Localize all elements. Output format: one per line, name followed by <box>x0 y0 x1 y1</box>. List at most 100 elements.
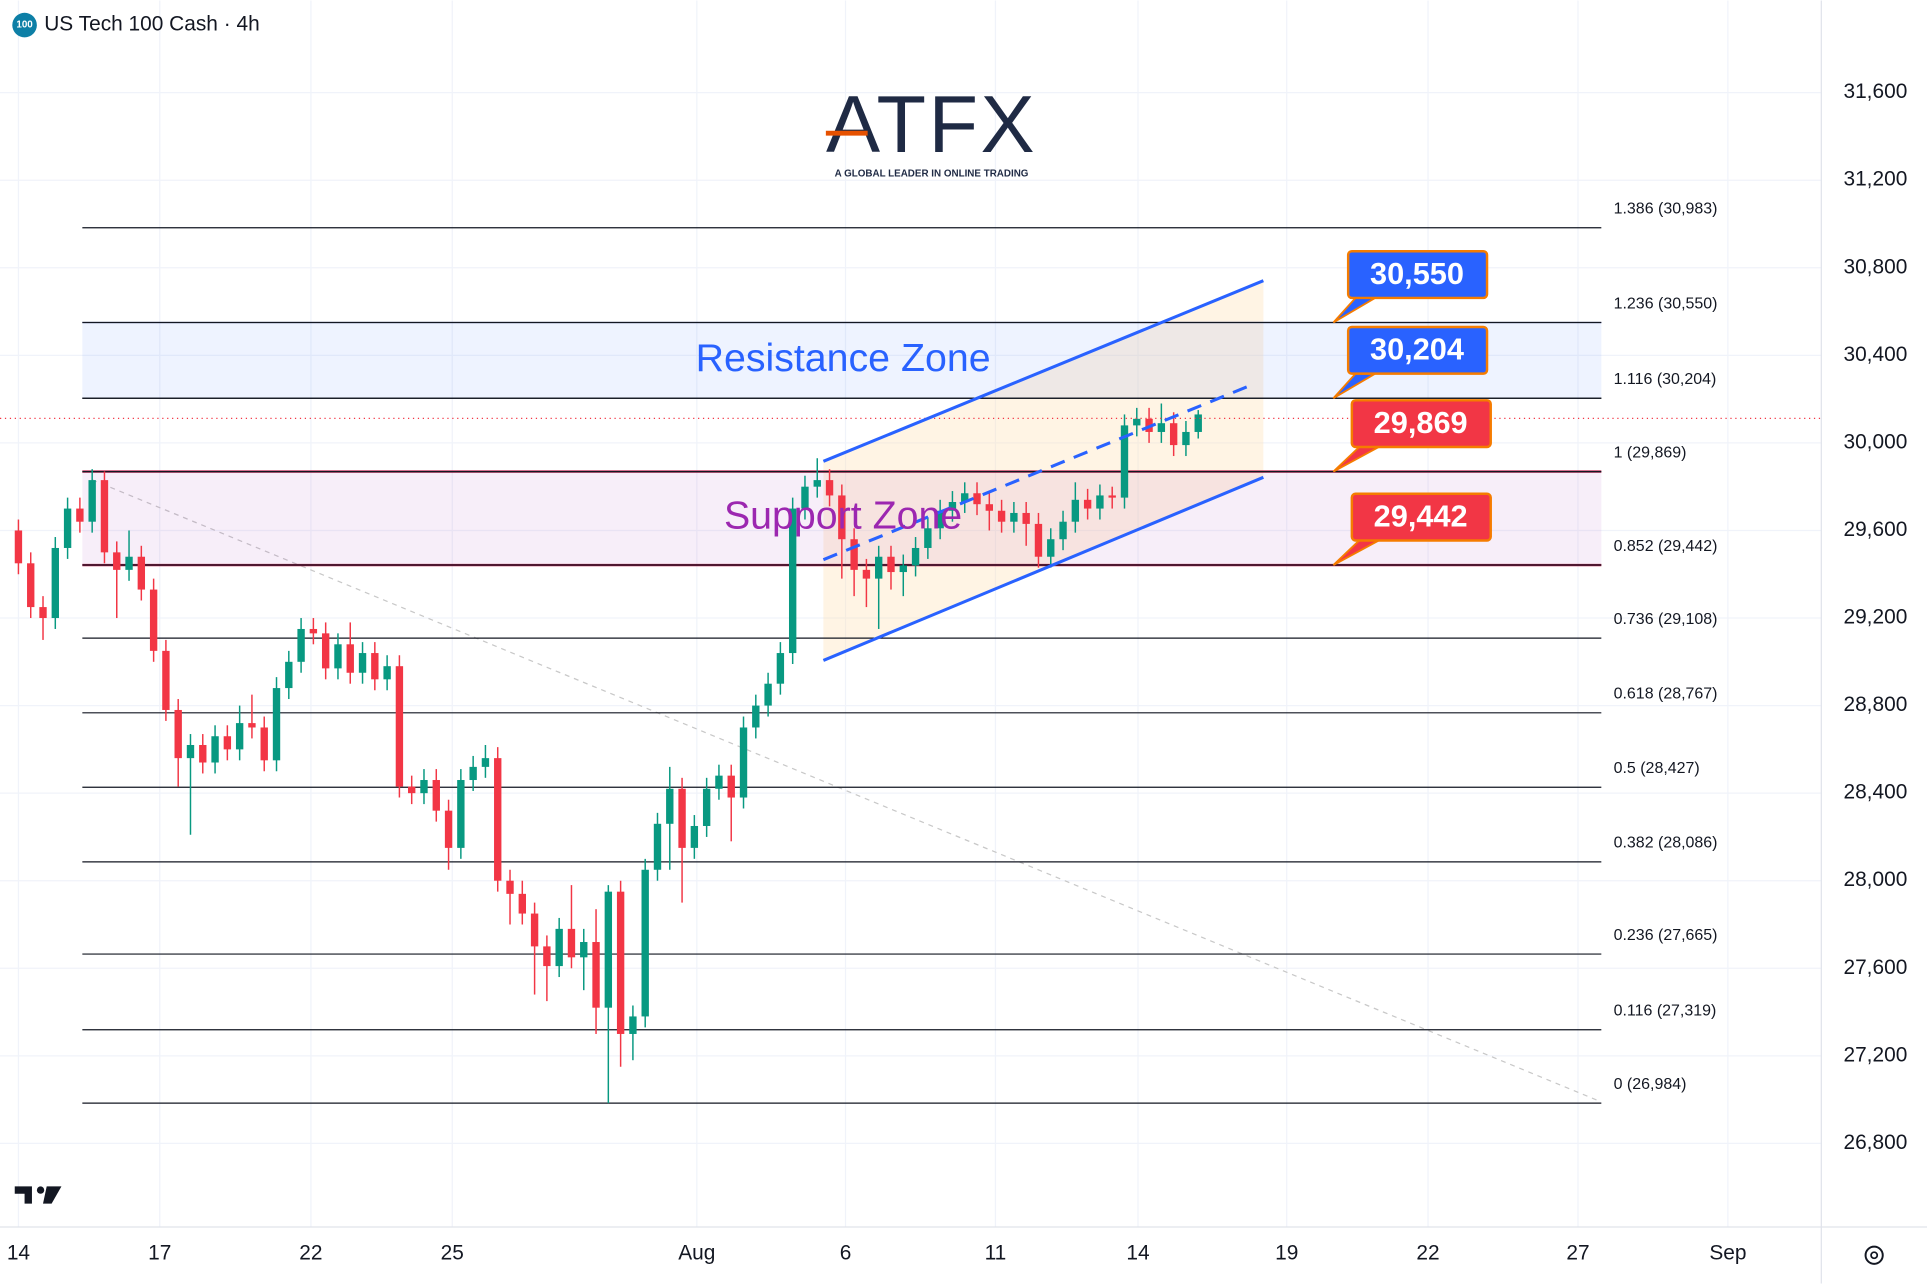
callout-box <box>1350 399 1492 449</box>
candle-body <box>715 775 723 789</box>
callouts: 30,550 30,204 29,869 29,442 <box>1332 249 1492 566</box>
fib-label: 0.618 (28,767) <box>1614 686 1718 703</box>
candle-body <box>604 891 613 1008</box>
grid <box>0 0 1822 1227</box>
candle-body <box>924 528 932 548</box>
candle-body <box>297 628 305 662</box>
candle-body <box>948 502 957 511</box>
candle-body <box>137 556 146 590</box>
candle-body <box>420 780 428 794</box>
candle-body <box>936 510 944 529</box>
callout-box <box>1350 492 1492 542</box>
symbol-icon-text: 100 <box>16 20 33 31</box>
candle-body <box>1096 495 1104 509</box>
logo-name: ATFX <box>826 80 1037 170</box>
y-tick-label: 27,600 <box>1843 956 1907 979</box>
candle-body <box>961 493 969 503</box>
candle-body <box>592 942 600 1008</box>
settings-icon[interactable] <box>1864 1245 1884 1265</box>
fib-levels: 1.386 (30,983) 1.236 (30,550) 1.116 (30,20… <box>82 200 1718 1104</box>
candles <box>14 403 1202 1104</box>
fib-label: 0.736 (29,108) <box>1614 611 1718 628</box>
x-tick-label: 17 <box>148 1242 171 1265</box>
symbol-icon <box>12 12 37 38</box>
channel-mid <box>822 383 1252 562</box>
candle-body <box>567 928 576 958</box>
candle-body <box>248 723 256 728</box>
candle-body <box>801 486 809 509</box>
candle-body <box>788 508 797 654</box>
candle-body <box>1071 499 1080 522</box>
fib-label: 1 (29,869) <box>1614 444 1687 461</box>
candle-body <box>383 666 391 680</box>
candle-body <box>211 736 219 763</box>
fib-label: 0.852 (29,442) <box>1614 538 1718 555</box>
candle-body <box>997 510 1006 522</box>
candle-body <box>1133 418 1141 426</box>
candle-body <box>1083 499 1092 509</box>
candle-body <box>39 607 47 619</box>
candle-body <box>702 788 711 826</box>
candle-body <box>739 727 748 798</box>
callout-box <box>1346 325 1489 375</box>
x-tick-label: Sep <box>1709 1242 1746 1265</box>
candle-body <box>1108 495 1116 498</box>
chart-title[interactable]: US Tech 100 Cash · 4h <box>44 13 259 36</box>
candle-body <box>457 780 465 848</box>
candle-body <box>63 508 72 548</box>
candle-body <box>813 480 821 487</box>
candle-body <box>875 556 883 579</box>
channel <box>822 279 1264 662</box>
x-tick-label: 14 <box>7 1242 30 1265</box>
candle-body <box>1157 423 1166 432</box>
candle-body <box>272 688 281 761</box>
candle-body <box>444 810 453 848</box>
tradingview-logo <box>14 1186 62 1204</box>
candle-body <box>346 644 354 673</box>
candle-body <box>1182 431 1190 446</box>
candle-body <box>1034 523 1043 557</box>
candle-body <box>727 775 735 798</box>
fib-label: 0.382 (28,086) <box>1614 835 1718 852</box>
candle-body <box>518 893 526 914</box>
candle-body <box>76 508 84 522</box>
candle-body <box>1047 539 1055 557</box>
candle-body <box>887 556 895 573</box>
candle-body <box>27 563 35 608</box>
candle-body <box>506 880 514 894</box>
candle-body <box>580 942 588 958</box>
y-tick-label: 28,400 <box>1843 781 1907 804</box>
candle-body <box>678 788 686 848</box>
candle-body <box>358 653 367 673</box>
fib-label: 1.236 (30,550) <box>1614 295 1718 312</box>
zone-label: Resistance Zone <box>696 336 991 380</box>
y-tick-label: 27,200 <box>1843 1043 1907 1066</box>
candle-body <box>641 869 649 1017</box>
candle-body <box>616 891 625 1034</box>
candle-body <box>371 653 379 680</box>
y-tick-label: 28,800 <box>1843 693 1907 716</box>
callout-label: 30,204 <box>1370 332 1464 367</box>
x-tick-label: 27 <box>1566 1242 1589 1265</box>
y-tick-label: 30,400 <box>1843 343 1907 366</box>
candle-body <box>862 569 871 579</box>
candle-body <box>530 913 539 947</box>
candle-body <box>973 493 981 505</box>
candle-body <box>186 744 195 759</box>
candle-body <box>838 495 846 540</box>
x-tick-label: Aug <box>678 1242 715 1265</box>
candle-body <box>653 823 662 870</box>
fib-label: 1.386 (30,983) <box>1614 200 1718 217</box>
candle-body <box>764 683 772 706</box>
x-tick-label: 11 <box>985 1242 1007 1265</box>
candle-body <box>666 788 674 824</box>
candle-body <box>899 565 907 573</box>
y-tick-label: 29,600 <box>1843 518 1907 541</box>
candle-body <box>321 633 330 669</box>
candle-body <box>629 1016 637 1034</box>
candle-body <box>776 653 785 684</box>
candle-body <box>985 504 993 511</box>
candle-body <box>1022 512 1030 524</box>
